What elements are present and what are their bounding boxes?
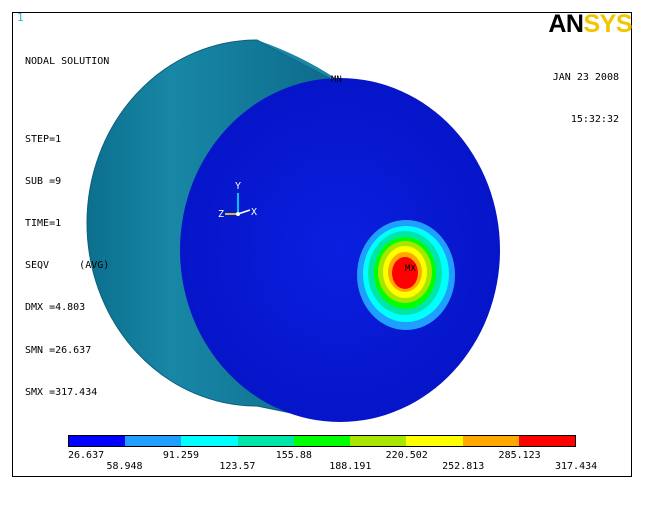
legend-swatch xyxy=(350,436,407,446)
legend-swatch xyxy=(69,436,126,446)
ansys-logo: ANSYS xyxy=(548,10,632,38)
smx-label: SMX =317.434 xyxy=(25,386,98,398)
triad-y-label: Y xyxy=(235,181,241,192)
timestamp: JAN 23 2008 15:32:32 xyxy=(553,43,619,141)
time-label: 15:32:32 xyxy=(570,114,619,125)
max-marker: MX xyxy=(405,264,416,274)
legend-swatch xyxy=(406,436,463,446)
legend-tick-label: 58.948 xyxy=(106,461,143,472)
legend-tick-label: 26.637 xyxy=(68,450,105,461)
legend-tick-label: 91.259 xyxy=(162,450,199,461)
legend-tick-label: 317.434 xyxy=(555,461,598,472)
legend-swatch xyxy=(181,436,238,446)
window-number: 1 xyxy=(17,11,24,24)
date-label: JAN 23 2008 xyxy=(552,72,619,83)
legend-tick-label: 155.88 xyxy=(275,450,312,461)
legend-tick-label: 220.502 xyxy=(385,450,428,461)
legend-swatch xyxy=(293,436,351,446)
legend-swatch xyxy=(518,436,575,446)
sub-label: SUB =9 xyxy=(25,175,62,187)
triad-x-label: X xyxy=(251,207,257,218)
legend-swatch xyxy=(237,436,294,446)
legend-tick-label: 188.191 xyxy=(329,461,372,472)
step-label: STEP=1 xyxy=(25,133,62,145)
smn-label: SMN =26.637 xyxy=(25,344,92,356)
contour-legend-bar xyxy=(68,435,576,447)
legend-swatch xyxy=(125,436,182,446)
stress-contours xyxy=(357,220,455,330)
end-cap xyxy=(180,78,500,422)
legend-tick-label: 123.57 xyxy=(219,461,256,472)
cylinder-side-top xyxy=(257,40,335,78)
legend-tick-label: 252.813 xyxy=(442,461,485,472)
dmx-label: DMX =4.803 xyxy=(25,302,86,314)
time-label: TIME=1 xyxy=(25,217,62,229)
solution-title: NODAL SOLUTION xyxy=(25,56,110,68)
legend-swatch xyxy=(462,436,519,446)
result-label: SEQV (AVG) xyxy=(25,260,110,272)
solution-info: NODAL SOLUTION STEP=1 SUB =9 TIME=1 SEQV… xyxy=(25,27,109,414)
triad-z-label: Z xyxy=(218,209,224,220)
legend-tick-label: 285.123 xyxy=(498,450,541,461)
min-marker: MN xyxy=(331,75,342,85)
coordinate-triad-icon xyxy=(225,193,251,216)
